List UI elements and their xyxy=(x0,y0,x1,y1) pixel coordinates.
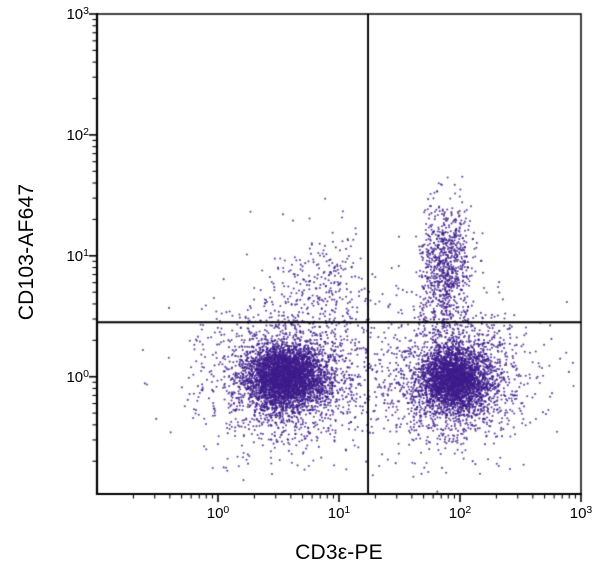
y-axis-title: CD103-AF647 xyxy=(15,183,38,321)
x-axis-title: CD3ε-PE xyxy=(295,541,383,564)
